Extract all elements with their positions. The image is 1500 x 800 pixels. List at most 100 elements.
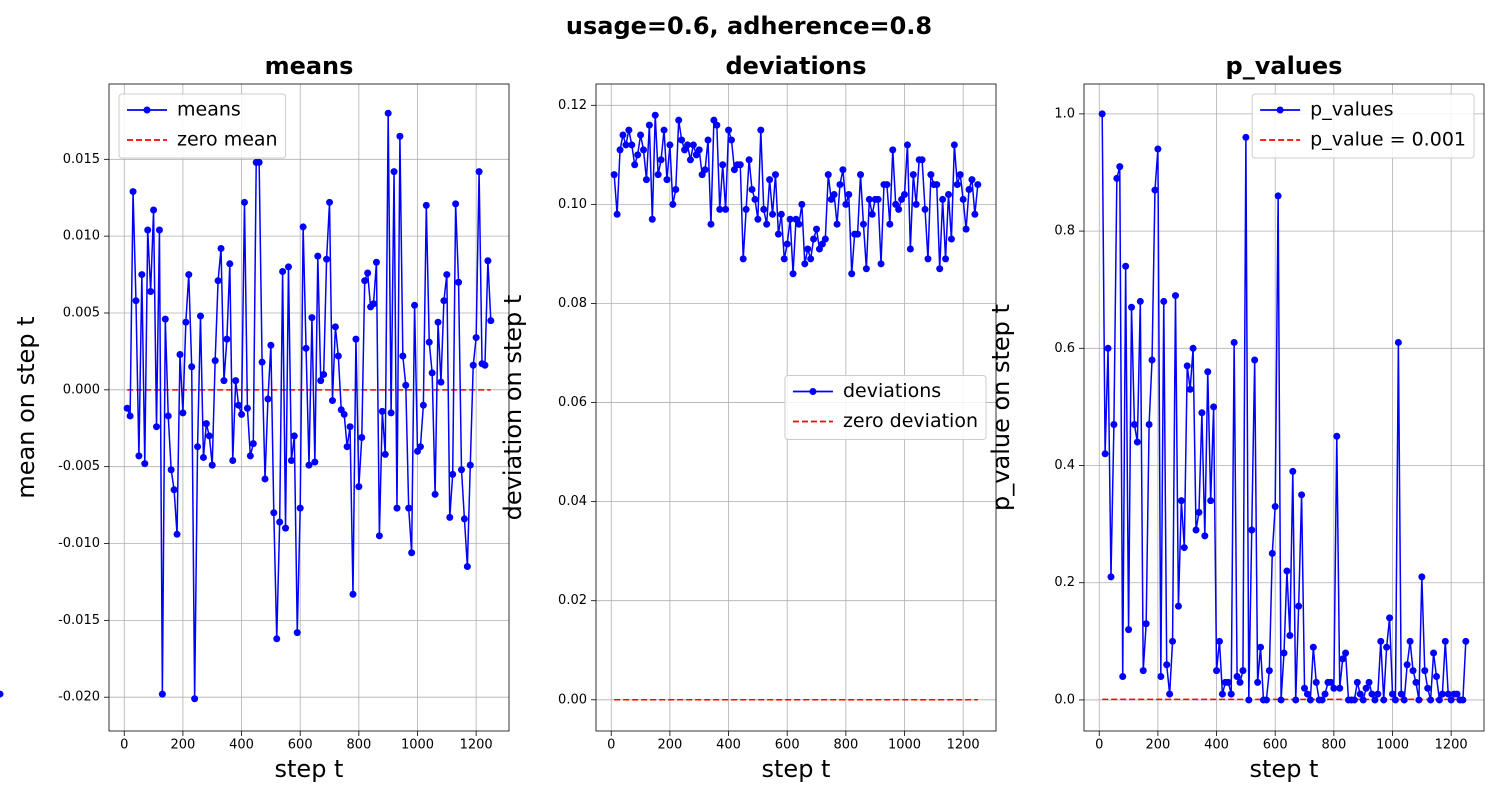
data-point — [739, 255, 747, 263]
data-point — [1301, 684, 1309, 692]
subplot-title: p_values — [1226, 52, 1343, 80]
data-point — [845, 190, 853, 198]
data-point — [446, 513, 454, 521]
data-point — [777, 210, 785, 218]
legend: means zero mean — [118, 93, 287, 159]
data-point — [1207, 497, 1215, 505]
data-point — [944, 190, 952, 198]
data-point — [1453, 690, 1461, 698]
data-point — [804, 245, 812, 253]
legend-label: p_values — [1310, 99, 1393, 121]
x-tick-label: 200 — [1145, 738, 1170, 753]
data-point — [331, 323, 339, 331]
data-point — [736, 161, 744, 169]
x-tick-label: 0 — [1095, 738, 1103, 753]
data-point — [422, 201, 430, 209]
data-point — [719, 161, 727, 169]
data-point — [760, 205, 768, 213]
y-tick-label: 0.10 — [558, 197, 587, 212]
data-point — [713, 121, 721, 129]
data-point — [399, 352, 407, 360]
data-point — [1257, 643, 1265, 651]
data-point — [1321, 690, 1329, 698]
data-point — [757, 126, 765, 134]
data-point — [1356, 690, 1364, 698]
data-point — [1133, 438, 1141, 446]
data-point — [1383, 643, 1391, 651]
y-tick-label: -0.015 — [58, 613, 100, 628]
x-tick-label: 800 — [1321, 738, 1346, 753]
data-point — [290, 432, 298, 440]
data-point — [296, 504, 304, 512]
data-point — [1183, 362, 1191, 370]
data-point — [1262, 696, 1270, 704]
data-point — [842, 200, 850, 208]
data-point — [1289, 467, 1297, 475]
data-point — [895, 205, 903, 213]
data-point — [918, 156, 926, 164]
data-point — [264, 395, 272, 403]
x-tick-label: 1200 — [1435, 738, 1468, 753]
data-point — [153, 423, 161, 431]
data-point — [340, 410, 348, 418]
data-point — [751, 195, 759, 203]
data-point — [965, 186, 973, 194]
data-point — [810, 235, 818, 243]
data-point — [246, 452, 254, 460]
data-point — [657, 156, 665, 164]
data-point — [1160, 297, 1168, 305]
data-point — [640, 146, 648, 154]
y-tick-label: 0.005 — [63, 305, 100, 320]
data-point — [308, 314, 316, 322]
data-point — [769, 210, 777, 218]
data-point — [1189, 344, 1197, 352]
data-point — [789, 270, 797, 278]
data-point — [457, 466, 465, 474]
data-point — [170, 486, 178, 494]
data-point — [836, 181, 844, 189]
data-point — [622, 141, 630, 149]
y-tick-label: 0.8 — [1054, 224, 1075, 239]
data-point — [631, 161, 639, 169]
data-point — [950, 141, 958, 149]
data-point — [813, 225, 821, 233]
data-point — [282, 524, 290, 532]
data-point — [886, 220, 894, 228]
data-point — [258, 358, 266, 366]
data-point — [129, 188, 137, 196]
data-point — [229, 457, 237, 465]
data-point — [141, 460, 149, 468]
data-point — [463, 563, 471, 571]
legend-marker — [1276, 106, 1284, 114]
data-point — [1298, 491, 1306, 499]
data-point — [1180, 544, 1188, 552]
y-tick-label: 0.06 — [558, 395, 587, 410]
legend-label: means — [177, 99, 241, 121]
x-tick-label: 1000 — [1376, 738, 1409, 753]
data-point — [1242, 133, 1250, 141]
y-tick-label: 1.0 — [1054, 106, 1075, 121]
data-point — [419, 401, 427, 409]
data-point — [1136, 297, 1144, 305]
data-point — [1163, 661, 1171, 669]
data-point — [933, 181, 941, 189]
data-point — [393, 504, 401, 512]
legend: deviations zero deviation — [784, 375, 987, 440]
x-tick-label: 1200 — [947, 738, 980, 753]
data-point — [328, 397, 336, 405]
data-point — [642, 176, 650, 184]
data-point — [0, 690, 4, 698]
data-point — [287, 457, 295, 465]
data-point — [947, 235, 955, 243]
y-tick-label: 0.2 — [1054, 575, 1075, 590]
data-point — [774, 230, 782, 238]
data-point — [317, 377, 325, 385]
x-tick-label: 1000 — [888, 738, 921, 753]
data-point — [1251, 356, 1259, 364]
y-axis-label: p_value on step t — [987, 304, 1015, 511]
data-point — [1400, 696, 1408, 704]
data-point — [487, 317, 495, 325]
x-tick-label: 600 — [1263, 738, 1288, 753]
data-point — [901, 190, 909, 198]
data-point — [1166, 690, 1174, 698]
